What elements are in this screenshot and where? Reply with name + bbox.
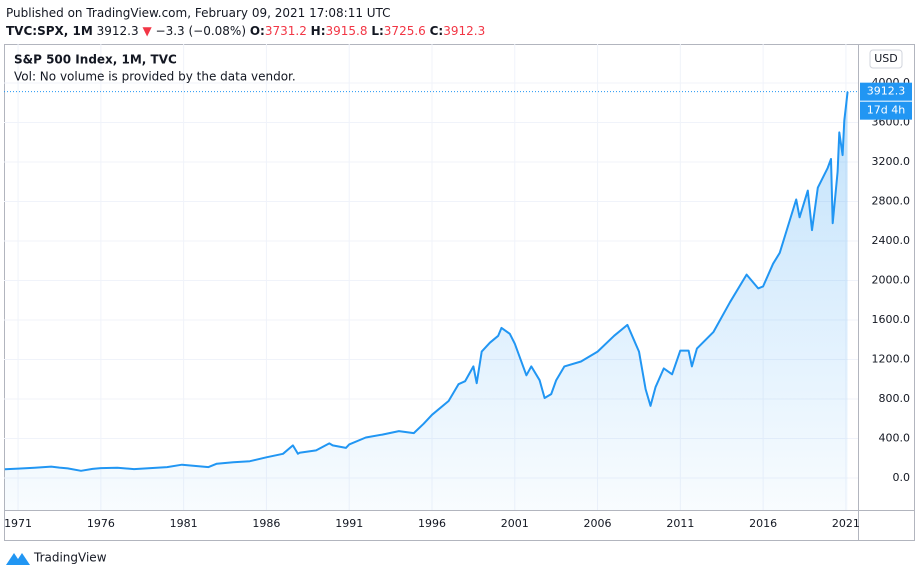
header: Published on TradingView.com, February 0… [6,4,485,40]
annotation: Vol: No volume is provided by the data v… [14,70,296,84]
y-tick-label: 2800.0 [872,195,911,208]
y-tick-label: 3200.0 [872,155,911,168]
y-tick-label: 2000.0 [872,274,911,287]
last-price-box [860,82,912,101]
x-tick-label: 2001 [501,517,529,530]
x-tick-label: 1991 [335,517,363,530]
x-tick-label: 1981 [170,517,198,530]
x-tick-label: 2016 [749,517,777,530]
x-tick-label: 1986 [252,517,280,530]
x-tick-label: 1971 [4,517,32,530]
o-label: O: [249,24,265,38]
published: Published on TradingView.com, February 0… [6,6,391,20]
plot [4,91,858,510]
c-label: C: [429,24,444,38]
currency[interactable]: USD [874,52,898,65]
x-tick-label: 2011 [666,517,694,530]
x-tick-label: 1996 [418,517,446,530]
y-tick-label: 800.0 [879,392,911,405]
countdown: 17d 4h [867,104,905,117]
last: 3912.3 [96,24,139,38]
l-label: L: [371,24,384,38]
close: 3912.3 [443,24,486,38]
y-tick-label: 2400.0 [872,234,911,247]
footer-logo: TradingView [6,551,107,565]
currency-box[interactable] [869,49,903,69]
y-tick-label: 400.0 [879,432,911,445]
symbol: TVC:SPX, 1M [6,24,93,38]
y-tick-label: 1600.0 [872,313,911,326]
countdown-box [860,101,912,120]
brand: TradingView [33,551,107,565]
y-tick-label: 0.0 [893,471,911,484]
area-fill [4,91,848,510]
logo-icon [6,553,30,565]
price-line [4,91,849,472]
x-tick-label: 1976 [87,517,115,530]
open: 3731.2 [264,24,307,38]
h-label: H: [310,24,326,38]
low: 3725.6 [383,24,426,38]
high: 3915.8 [325,24,368,38]
last-price-label: 3912.3 [867,85,906,98]
y-tick-label: 1200.0 [872,353,911,366]
x-tick-label: 2006 [584,517,612,530]
arrow: ▼ [142,24,152,38]
chart-title: S&P 500 Index, 1M, TVC [14,53,177,67]
chart-frame [4,44,915,541]
change: −3.3 (−0.08%) [155,24,247,38]
ohlc-line: TVC:SPX, 1M 3912.3 ▼ −3.3 (−0.08%) O:373… [6,22,485,40]
x-tick-label: 2021 [832,517,860,530]
